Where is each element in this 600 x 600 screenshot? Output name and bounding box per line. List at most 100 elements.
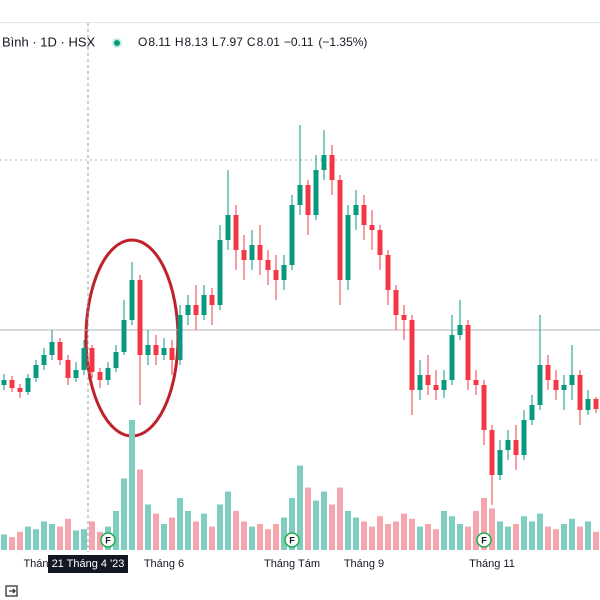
candle-body <box>593 399 599 409</box>
candle-body <box>81 348 87 370</box>
volume-bar <box>561 524 567 550</box>
candle-body <box>1 380 7 385</box>
event-label: F <box>481 535 487 545</box>
legend-text: (−1.35%) <box>318 35 367 49</box>
candle-body <box>537 365 543 405</box>
volume-bar <box>473 511 479 550</box>
candle-body <box>497 450 503 475</box>
volume-bar <box>489 508 495 550</box>
volume-bar <box>177 498 183 550</box>
volume-bar <box>401 513 407 550</box>
legend-text: 8.11 <box>148 35 171 49</box>
candle-body <box>401 315 407 320</box>
volume-bar <box>249 526 255 550</box>
candle-body <box>233 215 239 250</box>
volume-bar <box>17 531 23 550</box>
candle-body <box>377 230 383 255</box>
candle-body <box>521 420 527 455</box>
volume-bar <box>353 517 359 550</box>
volume-bar <box>201 513 207 550</box>
candle-body <box>49 342 55 355</box>
volume-bar <box>465 526 471 550</box>
candle-body <box>9 380 15 388</box>
volume-bar <box>417 526 423 550</box>
volume-bar <box>265 529 271 550</box>
candle-body <box>561 385 567 390</box>
volume-bar <box>305 487 311 550</box>
volume-bar <box>337 487 343 550</box>
volume-bar <box>537 513 543 550</box>
status-dot <box>112 38 122 48</box>
volume-bar <box>553 529 559 550</box>
candle-body <box>553 380 559 390</box>
candle-body <box>65 360 71 378</box>
candle-body <box>297 185 303 205</box>
volume-bar <box>449 516 455 550</box>
event-marker <box>100 532 116 548</box>
volume-bar <box>9 537 15 550</box>
candle-body <box>449 335 455 380</box>
candle-body <box>193 305 199 315</box>
volume-bar <box>73 530 79 550</box>
legend-text: 8.13 <box>184 35 208 49</box>
volume-bar <box>297 465 303 550</box>
volume-bar <box>577 526 583 550</box>
volume-bar <box>145 504 151 550</box>
x-tick-label: Tháng 9 <box>344 558 384 570</box>
volume-bar <box>81 529 87 550</box>
volume-bar <box>161 524 167 550</box>
candle-body <box>353 205 359 215</box>
candle-body <box>249 245 255 260</box>
x-tick-label: Thán <box>23 558 48 570</box>
candle-body <box>441 380 447 390</box>
volume-bar <box>513 524 519 550</box>
candle-body <box>265 260 271 270</box>
volume-bar <box>457 524 463 550</box>
volume-bar <box>521 516 527 550</box>
volume-bar <box>441 511 447 550</box>
volume-bar <box>233 511 239 550</box>
candle-body <box>145 345 151 355</box>
volume-bar <box>481 498 487 550</box>
candle-body <box>281 265 287 280</box>
candle-body <box>329 155 335 180</box>
volume-bar <box>425 524 431 550</box>
volume-bar <box>273 524 279 550</box>
candle-body <box>25 378 31 392</box>
candle-body <box>417 375 423 390</box>
candle-body <box>513 440 519 455</box>
volume-bar <box>593 531 599 550</box>
candle-body <box>129 280 135 320</box>
candle-body <box>337 180 343 280</box>
volume-bar <box>345 511 351 550</box>
candle-body <box>425 375 431 385</box>
candle-body <box>385 255 391 290</box>
volume-bar <box>433 529 439 550</box>
candle-body <box>89 348 95 372</box>
candle-body <box>105 368 111 380</box>
volume-bar <box>1 534 7 550</box>
event-marker <box>476 532 492 548</box>
candle-body <box>73 370 79 378</box>
legend-text: 8.01 <box>257 35 281 49</box>
candle-body <box>257 245 263 260</box>
volume-bar <box>329 504 335 550</box>
volume-bar <box>113 511 119 550</box>
candle-body <box>361 205 367 225</box>
legend-text: C <box>247 35 256 49</box>
candle-body <box>465 325 471 380</box>
volume-bar <box>289 498 295 550</box>
candle-body <box>113 352 119 368</box>
volume-bar <box>369 526 375 550</box>
candle-body <box>241 250 247 260</box>
candle-body <box>201 295 207 315</box>
volume-bar <box>129 420 135 550</box>
volume-bar <box>97 531 103 550</box>
ohlc-legend: O 8.11 H 8.13 L 7.97 C 8.01 −0.11 (−1.35%) <box>138 35 367 49</box>
icon-box <box>5 585 18 597</box>
volume-bar <box>281 517 287 550</box>
volume-bar <box>121 478 127 550</box>
volume-bar <box>241 521 247 550</box>
candle-body <box>161 348 167 355</box>
